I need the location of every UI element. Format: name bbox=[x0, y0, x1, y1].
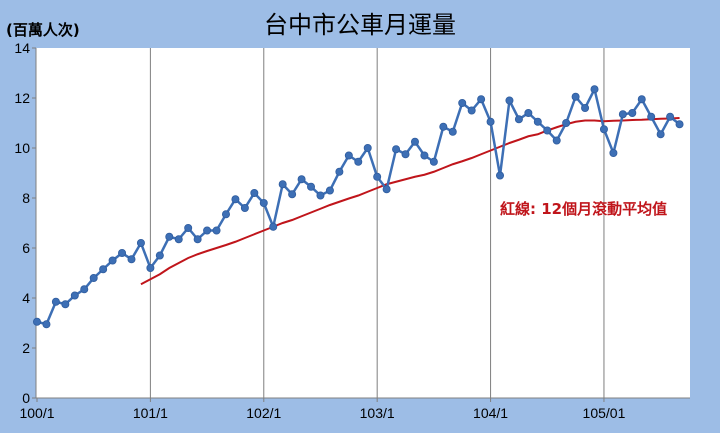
data-point bbox=[439, 122, 448, 131]
x-tick-label: 105/01 bbox=[583, 405, 626, 421]
data-point bbox=[647, 112, 656, 121]
data-point bbox=[335, 167, 344, 176]
data-point bbox=[108, 256, 117, 265]
data-point bbox=[514, 115, 523, 124]
data-point bbox=[165, 232, 174, 241]
series-layer bbox=[33, 85, 684, 329]
data-point bbox=[269, 222, 278, 231]
data-point bbox=[297, 175, 306, 184]
data-point bbox=[618, 110, 627, 119]
data-point bbox=[477, 95, 486, 104]
data-point bbox=[562, 119, 571, 128]
data-point bbox=[184, 223, 193, 232]
data-point bbox=[203, 226, 212, 235]
data-point bbox=[458, 99, 467, 108]
data-point bbox=[392, 145, 401, 154]
data-point bbox=[467, 106, 476, 115]
data-point bbox=[656, 130, 665, 139]
data-point bbox=[401, 150, 410, 159]
y-axis-unit-label: (百萬人次) bbox=[6, 21, 80, 39]
data-point bbox=[155, 251, 164, 260]
data-point bbox=[382, 185, 391, 194]
x-tick-label: 102/1 bbox=[246, 405, 281, 421]
data-point bbox=[543, 126, 552, 135]
x-axis-ticks: 100/1 101/1 102/1 103/1 104/1 105/01 bbox=[19, 398, 626, 421]
data-point bbox=[212, 226, 221, 235]
data-point bbox=[628, 109, 637, 118]
data-point bbox=[146, 263, 155, 272]
data-point bbox=[118, 248, 127, 257]
x-tick-label: 104/1 bbox=[473, 405, 508, 421]
data-point bbox=[278, 180, 287, 189]
data-point bbox=[496, 171, 505, 180]
y-tick-label: 10 bbox=[14, 140, 30, 156]
data-point bbox=[344, 151, 353, 160]
data-point bbox=[581, 104, 590, 113]
data-point bbox=[70, 291, 79, 300]
data-point bbox=[174, 235, 183, 244]
data-point bbox=[51, 297, 60, 306]
data-point bbox=[99, 265, 108, 274]
y-tick-label: 4 bbox=[22, 290, 30, 306]
data-point bbox=[505, 96, 514, 105]
x-tick-label: 100/1 bbox=[19, 405, 54, 421]
data-point bbox=[524, 109, 533, 118]
data-point bbox=[231, 195, 240, 204]
data-point bbox=[250, 188, 259, 197]
data-point bbox=[666, 112, 675, 121]
data-point bbox=[80, 285, 89, 294]
data-point bbox=[373, 172, 382, 181]
data-point bbox=[609, 148, 618, 157]
data-point bbox=[486, 117, 495, 126]
data-point bbox=[590, 85, 599, 94]
data-point bbox=[221, 210, 230, 219]
data-point bbox=[420, 151, 429, 160]
data-point bbox=[316, 191, 325, 200]
y-axis-ticks: 0 2 4 6 8 10 12 14 bbox=[14, 40, 36, 406]
data-point bbox=[410, 137, 419, 146]
x-tick-label: 101/1 bbox=[133, 405, 168, 421]
rolling-average-line bbox=[140, 117, 680, 286]
data-point bbox=[61, 300, 70, 309]
x-tick-label: 103/1 bbox=[360, 405, 395, 421]
chart-title: 台中市公車月運量 bbox=[264, 11, 456, 39]
y-tick-label: 6 bbox=[22, 240, 30, 256]
rolling-average-note: 紅線: 12個月滾動平均值 bbox=[500, 200, 667, 218]
data-point bbox=[89, 273, 98, 282]
data-point bbox=[33, 317, 42, 326]
y-tick-label: 0 bbox=[22, 390, 30, 406]
y-tick-label: 8 bbox=[22, 190, 30, 206]
data-point bbox=[240, 203, 249, 212]
data-point bbox=[552, 136, 561, 145]
data-point bbox=[363, 143, 372, 152]
data-point bbox=[193, 235, 202, 244]
data-point bbox=[307, 182, 316, 191]
data-point bbox=[599, 125, 608, 134]
data-point bbox=[127, 255, 136, 264]
data-point bbox=[136, 238, 145, 247]
data-point bbox=[429, 157, 438, 166]
data-point bbox=[354, 157, 363, 166]
data-point bbox=[259, 198, 268, 207]
grid-lines bbox=[149, 48, 605, 398]
data-point bbox=[533, 117, 542, 126]
data-point bbox=[675, 120, 684, 129]
y-tick-label: 14 bbox=[14, 40, 30, 56]
data-point bbox=[288, 190, 297, 199]
y-tick-label: 2 bbox=[22, 340, 30, 356]
data-point bbox=[325, 186, 334, 195]
y-tick-label: 12 bbox=[14, 90, 30, 106]
data-point bbox=[448, 127, 457, 136]
data-point bbox=[571, 92, 580, 101]
data-point bbox=[637, 95, 646, 104]
plot-area bbox=[36, 48, 690, 398]
data-point bbox=[42, 320, 51, 329]
